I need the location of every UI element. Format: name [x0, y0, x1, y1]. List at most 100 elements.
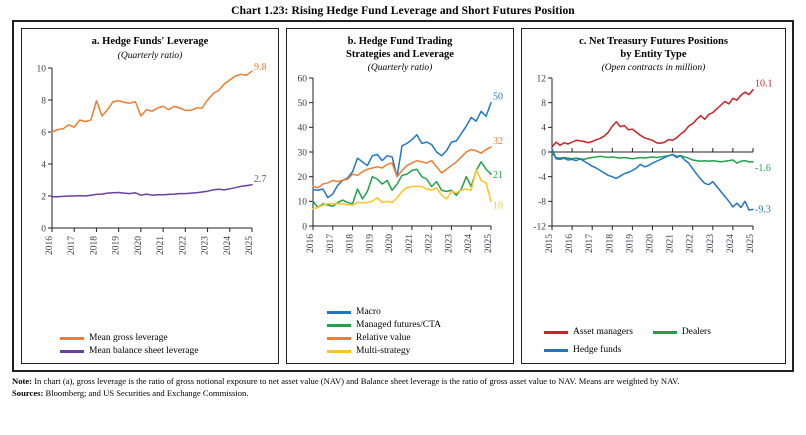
legend-item: Hedge funds	[544, 345, 621, 356]
panel-b-svg: 0 10 20 30 40 50 60 2016 2017 2018 2019 2020 2021 202…	[298, 74, 504, 253]
svg-text:-4: -4	[538, 173, 546, 183]
svg-text:2016: 2016	[45, 235, 55, 254]
svg-text:12: 12	[537, 74, 547, 84]
svg-text:2017: 2017	[67, 235, 77, 254]
svg-text:2021: 2021	[405, 234, 415, 253]
svg-text:2015: 2015	[545, 234, 555, 253]
panel-a-head: a. Hedge Funds' Leverage (Quarterly rati…	[22, 29, 278, 62]
legend-item: Dealers	[652, 327, 711, 338]
page-title: Chart 1.23: Rising Hedge Fund Leverage a…	[231, 5, 575, 17]
legend-item: Asset managers	[544, 327, 633, 338]
panel-b-head: b. Hedge Fund Trading Strategies and Lev…	[287, 29, 513, 74]
svg-text:30: 30	[298, 148, 308, 158]
footnote-sources-text: Bloomberg; and US Securities and Exchang…	[43, 387, 249, 398]
svg-text:2025: 2025	[245, 235, 255, 254]
legend-label-mean-balance-sheet-leverage: Mean balance sheet leverage	[89, 346, 199, 356]
legend-row-top: Asset managers Dealers	[544, 321, 779, 339]
svg-text:2018: 2018	[605, 234, 615, 253]
svg-text:2022: 2022	[425, 234, 435, 253]
legend-label-multi-strategy: Multi-strategy	[356, 346, 411, 356]
legend-swatch-mean-gross-leverage	[60, 337, 84, 340]
svg-text:40: 40	[298, 124, 308, 134]
legend-swatch-managed-futures-cta	[327, 324, 351, 327]
svg-text:10: 10	[493, 200, 503, 211]
svg-text:2019: 2019	[625, 234, 635, 253]
svg-text:2024: 2024	[726, 234, 736, 253]
svg-text:10.1: 10.1	[755, 79, 773, 90]
legend-swatch-macro	[327, 311, 351, 314]
legend-swatch-hedge-funds	[544, 349, 568, 352]
svg-text:21: 21	[493, 170, 503, 181]
footnote-note: Note: In chart (a), gross leverage is th…	[12, 376, 794, 387]
legend-label-asset-managers: Asset managers	[573, 327, 633, 338]
svg-text:2024: 2024	[464, 234, 474, 253]
panel-a: a. Hedge Funds' Leverage (Quarterly rati…	[21, 28, 279, 364]
svg-text:2016: 2016	[565, 234, 575, 253]
svg-text:2017: 2017	[326, 234, 336, 253]
legend-item: Multi-strategy	[327, 346, 507, 357]
footnote-sources: Sources: Bloomberg; and US Securities an…	[12, 388, 794, 399]
svg-text:2020: 2020	[385, 234, 395, 253]
svg-text:2023: 2023	[706, 234, 716, 253]
panel-c-title-line2: by Entity Type	[620, 48, 687, 60]
svg-text:2025: 2025	[484, 234, 494, 253]
svg-text:2024: 2024	[223, 235, 233, 254]
legend-item: Managed futures/CTA	[327, 320, 507, 331]
svg-text:2022: 2022	[686, 234, 696, 253]
footnote-note-label: Note:	[12, 376, 33, 386]
chart-outer-frame: a. Hedge Funds' Leverage (Quarterly rati…	[12, 20, 794, 372]
panels-container: a. Hedge Funds' Leverage (Quarterly rati…	[14, 22, 792, 370]
panel-c-head: c. Net Treasury Futures Positions by Ent…	[522, 29, 785, 74]
panel-a-svg: 0 2 4 6 8 10 2016 2017 2018 2019 2020 2021 2022 2023 2…	[37, 62, 267, 255]
legend-label-macro: Macro	[356, 307, 381, 317]
panel-b-legend: Macro Managed futures/CTA Relative value…	[287, 305, 513, 363]
svg-text:-8: -8	[538, 198, 546, 208]
svg-text:60: 60	[298, 74, 308, 84]
svg-text:2025: 2025	[746, 234, 756, 253]
panel-b-plot: 0 10 20 30 40 50 60 2016 2017 2018 2019 2020 2021 202…	[287, 74, 513, 305]
panel-a-title: a. Hedge Funds' Leverage	[91, 36, 209, 47]
svg-text:10: 10	[37, 64, 47, 74]
legend-label-hedge-funds: Hedge funds	[573, 345, 622, 356]
svg-text:6: 6	[41, 128, 46, 138]
svg-text:10: 10	[298, 198, 308, 208]
svg-text:-1.6: -1.6	[755, 163, 771, 174]
svg-text:4: 4	[41, 160, 46, 170]
legend-label-managed-futures-cta: Managed futures/CTA	[356, 320, 441, 330]
svg-text:20: 20	[298, 173, 308, 183]
legend-swatch-mean-balance-sheet-leverage	[60, 350, 84, 353]
footnotes: Note: In chart (a), gross leverage is th…	[12, 376, 794, 399]
footnote-sources-label: Sources:	[12, 387, 44, 398]
svg-text:32: 32	[493, 136, 503, 147]
legend-swatch-relative-value	[327, 337, 351, 340]
legend-swatch-dealers	[652, 331, 677, 334]
svg-text:8: 8	[41, 96, 46, 106]
panel-c-plot: -12 -8 -4 0 4 8 12 2015 2016 2017 2018 2019 2020 2021…	[522, 74, 785, 321]
svg-text:2019: 2019	[112, 235, 122, 254]
legend-item: Mean balance sheet leverage	[60, 346, 272, 357]
panel-b: b. Hedge Fund Trading Strategies and Lev…	[286, 28, 514, 364]
svg-text:2020: 2020	[134, 235, 144, 254]
legend-item: Mean gross leverage	[60, 333, 272, 344]
footnote-note-text: In chart (a), gross leverage is the rati…	[32, 376, 680, 386]
svg-text:-12: -12	[533, 222, 546, 232]
panel-c: c. Net Treasury Futures Positions by Ent…	[521, 28, 786, 364]
svg-text:2018: 2018	[89, 235, 99, 254]
svg-text:2023: 2023	[201, 235, 211, 254]
legend-swatch-multi-strategy	[327, 350, 351, 353]
svg-text:2: 2	[41, 192, 46, 202]
legend-label-mean-gross-leverage: Mean gross leverage	[89, 333, 168, 343]
svg-text:2021: 2021	[156, 235, 166, 254]
svg-text:2016: 2016	[306, 234, 316, 253]
svg-text:2021: 2021	[666, 234, 676, 253]
svg-text:0: 0	[541, 148, 546, 158]
svg-text:9.8: 9.8	[254, 62, 267, 73]
svg-text:2019: 2019	[365, 234, 375, 253]
legend-item: Relative value	[327, 333, 507, 344]
svg-text:8: 8	[541, 99, 546, 109]
svg-text:0: 0	[302, 222, 307, 232]
svg-text:50: 50	[493, 92, 503, 103]
legend-label-relative-value: Relative value	[356, 333, 411, 343]
panel-b-title-line1: b. Hedge Fund Trading	[347, 36, 453, 47]
